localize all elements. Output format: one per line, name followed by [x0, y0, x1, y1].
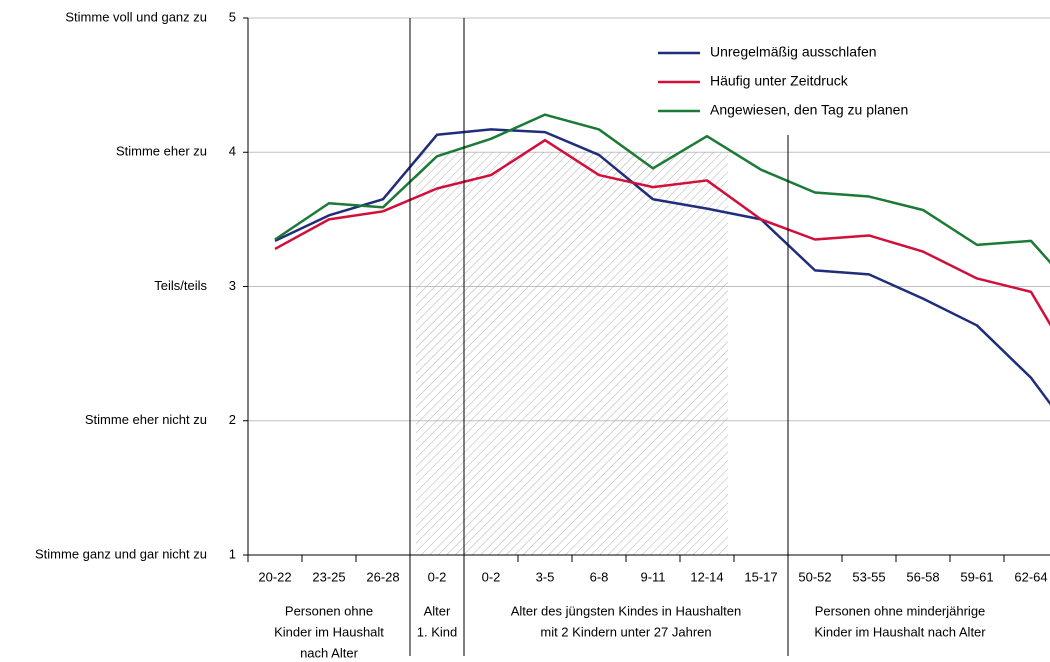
x-tick-label: 23-25: [312, 569, 345, 584]
y-tick-label: 5: [229, 9, 236, 24]
group-label: Personen ohne minderjährige: [815, 603, 986, 618]
y-tick-label: 4: [229, 144, 236, 159]
y-tick-text: Teils/teils: [154, 278, 207, 293]
group-label: Alter: [424, 603, 451, 618]
y-tick-text: Stimme eher zu: [116, 144, 207, 159]
x-tick-label: 12-14: [690, 569, 723, 584]
y-tick-label: 1: [229, 546, 236, 561]
x-tick-label: 0-2: [482, 569, 501, 584]
y-tick-text: Stimme eher nicht zu: [85, 412, 207, 427]
x-tick-label: 50-52: [798, 569, 831, 584]
legend-label: Angewiesen, den Tag zu planen: [710, 102, 908, 118]
y-tick-label: 2: [229, 412, 236, 427]
x-tick-label: 15-17: [744, 569, 777, 584]
y-tick-text: Stimme voll und ganz zu: [65, 9, 207, 24]
group-label: mit 2 Kindern unter 27 Jahren: [540, 624, 711, 639]
y-tick-label: 3: [229, 278, 236, 293]
group-label: Kinder im Haushalt nach Alter: [814, 624, 986, 639]
x-tick-label: 62-64: [1014, 569, 1047, 584]
x-tick-label: 56-58: [906, 569, 939, 584]
labels: 1 Stimme ganz und gar nicht zu 2 Stimme ehe…: [35, 9, 1048, 660]
x-tick-label: 59-61: [960, 569, 993, 584]
x-tick-label: 6-8: [590, 569, 609, 584]
x-tick-label: 0-2: [428, 569, 447, 584]
x-tick-label: 3-5: [536, 569, 555, 584]
group-label: Personen ohne: [285, 603, 373, 618]
legend-label: Häufig unter Zeitdruck: [710, 73, 849, 89]
hatched-region: [416, 152, 728, 555]
y-tick-text: Stimme ganz und gar nicht zu: [35, 546, 207, 561]
x-tick-label: 9-11: [640, 569, 665, 584]
group-label: 1. Kind: [417, 624, 457, 639]
group-label: Kinder im Haushalt: [274, 624, 384, 639]
x-tick-label: 20-22: [258, 569, 291, 584]
legend-label: Unregelmäßig ausschlafen: [710, 44, 877, 60]
group-label: Alter des jüngsten Kindes in Haushalten: [511, 603, 742, 618]
x-tick-label: 26-28: [366, 569, 399, 584]
group-label: nach Alter: [300, 645, 358, 660]
x-tick-label: 53-55: [852, 569, 885, 584]
